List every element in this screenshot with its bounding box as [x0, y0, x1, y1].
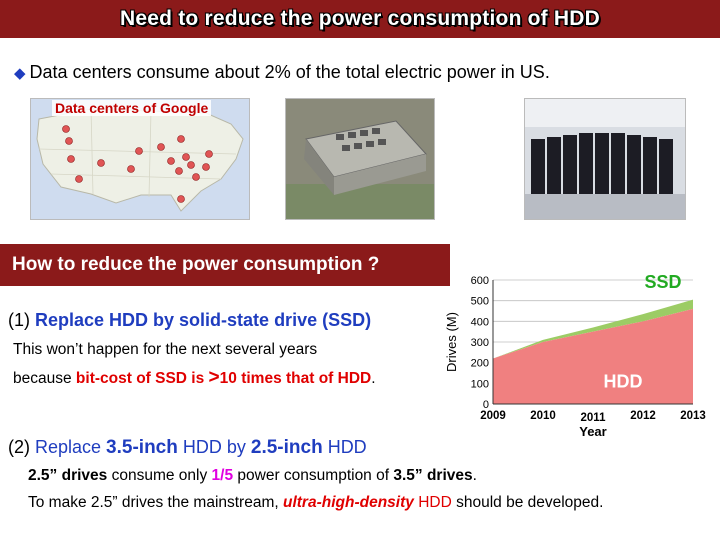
item2-line1-e: 3.5” drives [393, 467, 473, 484]
map-caption: Data centers of Google [52, 100, 212, 116]
item1-line2-e: . [371, 370, 376, 387]
item2-line2-d: should be developed. [451, 494, 604, 511]
item2-e: HDD [322, 437, 367, 457]
item1-line2-b: bit-cost of SSD is [75, 370, 209, 387]
item2-c: HDD by [177, 437, 251, 457]
item1-title: Replace HDD by solid-state drive (SSD) [35, 310, 372, 330]
item1-line2-d: 10 times that of HDD [219, 370, 372, 387]
item2-line1-f: . [472, 467, 477, 484]
item2-line2: To make 2.5” drives the mainstream, ultr… [28, 494, 603, 512]
y-axis-title: Drives (M) [444, 312, 459, 372]
y-tick-label: 400 [471, 316, 489, 328]
x-axis-title: Year [579, 424, 606, 439]
server-room-photo [524, 98, 686, 220]
building-aerial-icon [286, 99, 434, 219]
google-datacenter-map-image [30, 98, 250, 220]
title-banner: Need to reduce the power consumption of … [0, 0, 720, 38]
item1-heading: (1) Replace HDD by solid-state drive (SS… [8, 310, 371, 331]
item1-line2-a: because [13, 370, 76, 387]
datacenter-aerial-photo [285, 98, 435, 220]
item1-line1: This won’t happen for the next several y… [13, 341, 318, 358]
item2-line2-b: ultra-high-density [283, 494, 414, 511]
bullet-line: ◆ Data centers consume about 2% of the t… [14, 62, 550, 83]
ssd-area [493, 299, 693, 359]
x-tick-label: 2009 [480, 410, 506, 422]
y-tick-label: 500 [471, 296, 489, 308]
item2-heading: (2) Replace 3.5-inch HDD by 2.5-inch HDD [8, 437, 367, 459]
us-map-icon [31, 99, 249, 219]
hdd-area [493, 308, 693, 404]
y-tick-label: 200 [471, 358, 489, 370]
x-tick-label: 2010 [530, 410, 556, 422]
item2-line1-a: 2.5” drives [28, 467, 108, 484]
item1-prefix: (1) [8, 310, 35, 330]
x-tick-label: 2012 [630, 410, 656, 422]
item2-a: Replace [35, 437, 107, 457]
item2-prefix: (2) [8, 437, 35, 457]
item2-b: 3.5-inch [106, 437, 178, 458]
y-tick-label: 300 [471, 337, 489, 349]
x-tick-label: 2011 [581, 412, 607, 424]
item1-line2-c: > [208, 367, 220, 388]
item1-line2: because bit-cost of SSD is >10 times tha… [13, 367, 376, 389]
item2-line1-d: power consumption of [233, 467, 394, 484]
diamond-bullet-icon: ◆ [14, 64, 26, 82]
item2-line1-b: consume only [107, 467, 212, 484]
section-heading: How to reduce the power consumption ? [12, 254, 380, 275]
item2-line1-c: 1/5 [211, 467, 234, 484]
bullet-text: Data centers consume about 2% of the tot… [29, 62, 550, 82]
y-tick-label: 100 [471, 378, 489, 390]
item2-line2-a: To make 2.5” drives the mainstream, [28, 494, 283, 511]
drives-chart: 0 100 200 300 400 500 600 2009 2010 2011 2012 2013 Y… [440, 268, 720, 448]
hdd-series-label: HDD [604, 371, 643, 391]
item2-d: 2.5-inch [250, 437, 323, 458]
item2-line1: 2.5” drives consume only 1/5 power consu… [28, 467, 477, 485]
ssd-series-label: SSD [644, 272, 681, 292]
y-tick-label: 600 [471, 275, 489, 287]
server-rack-icon [525, 99, 685, 219]
y-tick-label: 0 [483, 399, 489, 411]
drives-area-chart: 0 100 200 300 400 500 600 2009 2010 2011 2012 2013 Y… [444, 272, 706, 439]
section-heading-banner: How to reduce the power consumption ? [0, 244, 450, 286]
slide-title: Need to reduce the power consumption of … [120, 7, 600, 30]
x-tick-label: 2013 [680, 410, 706, 422]
item2-line2-c: HDD [413, 494, 452, 511]
